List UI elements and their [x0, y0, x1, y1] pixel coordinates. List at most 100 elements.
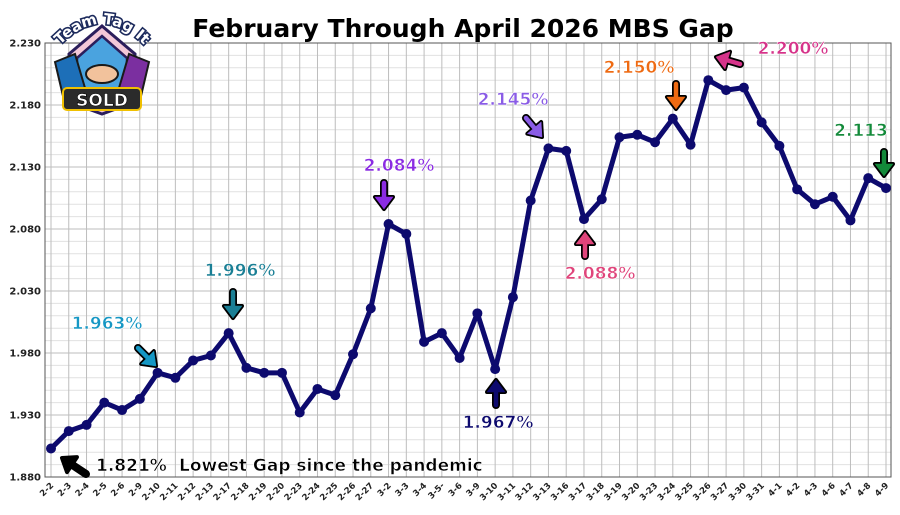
- x-tick-label: 3-6: [447, 481, 465, 499]
- data-point: [383, 219, 394, 230]
- data-point: [490, 364, 501, 375]
- series-line: [48, 77, 889, 451]
- annotation-arrow-2145: [522, 114, 544, 139]
- data-point: [81, 419, 92, 430]
- x-tick-label: 2-13: [194, 481, 216, 503]
- x-tick-label: 3-5-: [427, 481, 448, 502]
- annotation-label-1967: 1.967%: [463, 413, 534, 433]
- data-point: [881, 183, 891, 194]
- data-point: [721, 85, 732, 96]
- x-tick-label: 4-7: [838, 481, 856, 499]
- x-tick-label: 3-3: [394, 481, 412, 499]
- data-point: [188, 355, 199, 366]
- x-tick-label: 2-24: [300, 481, 322, 503]
- annotation-label-1963: 1.963%: [72, 314, 143, 334]
- y-tick-label: 2.180: [9, 101, 41, 112]
- x-tick-label: 3-20: [620, 481, 642, 503]
- data-point: [401, 228, 412, 239]
- y-tick-label: 2.230: [9, 39, 41, 50]
- data-point: [436, 328, 447, 339]
- annotation-label-2150: 2.150%: [604, 58, 675, 78]
- x-tick-label: 2-5: [91, 481, 109, 499]
- y-tick-label: 2.130: [9, 163, 41, 174]
- data-point: [46, 443, 56, 454]
- x-tick-label: 2-11: [158, 481, 180, 503]
- x-tick-label: 4-2: [784, 481, 802, 499]
- x-tick-label: 2-12: [176, 481, 198, 503]
- y-tick-label: 2.080: [9, 225, 41, 236]
- data-point: [792, 184, 803, 195]
- x-tick-label: 3-12: [514, 481, 536, 503]
- x-tick-label: 3-19: [603, 481, 625, 503]
- data-point: [134, 393, 145, 404]
- data-point: [667, 113, 678, 124]
- annotation-label-2113: 2.113: [834, 121, 888, 141]
- annotation-label-1996: 1.996%: [205, 261, 276, 281]
- data-point: [578, 214, 589, 225]
- data-point: [632, 129, 643, 140]
- x-tick-label: 4-3: [802, 481, 820, 499]
- annotation-arrow-1963: [134, 344, 158, 368]
- data-point: [845, 215, 856, 226]
- data-point: [827, 191, 838, 202]
- x-tick-label: 3-24: [656, 481, 678, 503]
- annotation-label-lowest-note: Lowest Gap since the pandemic: [179, 456, 483, 476]
- annotation-label-2200: 2.200%: [758, 39, 829, 59]
- annotation-arrow-1996: [222, 288, 244, 320]
- x-tick-label: 3-13: [531, 481, 553, 503]
- team-tag-it-logo: SOLD Team Tag It: [49, 8, 155, 116]
- data-point: [863, 173, 874, 184]
- annotation-arrow-2084: [373, 179, 395, 211]
- data-point: [685, 139, 696, 150]
- x-tick-label: 2-25: [318, 481, 340, 503]
- x-tick-label: 2-19: [247, 481, 269, 503]
- data-point: [117, 405, 128, 416]
- y-tick-label: 1.980: [9, 349, 41, 360]
- x-axis-ticks: 2-2 2-3 2-4 2-5 2-6 2-92-102-112-122-132-172-…: [38, 481, 891, 503]
- data-point: [348, 349, 359, 360]
- y-tick-label: 1.880: [9, 473, 41, 484]
- data-point: [756, 117, 767, 128]
- data-point: [525, 195, 536, 206]
- annotation-arrow-1967: [485, 378, 507, 409]
- x-tick-label: 3-30: [727, 481, 749, 503]
- annotation-arrow-2088: [574, 230, 596, 260]
- x-tick-label: 3-31: [745, 481, 767, 503]
- x-tick-label: 2-4: [74, 481, 92, 499]
- x-tick-label: 2-26: [336, 481, 358, 503]
- x-tick-label: 3-26: [691, 481, 713, 503]
- data-point: [312, 383, 323, 394]
- x-tick-label: 2-23: [283, 481, 305, 503]
- y-axis-ticks: 1.880 1.930 1.980 2.030 2.080 2.130 2.180 2.230: [9, 39, 41, 484]
- data-point: [419, 336, 430, 347]
- x-tick-label: 2-18: [229, 481, 251, 503]
- data-point: [703, 75, 714, 86]
- x-tick-label: 2-3: [56, 481, 74, 499]
- x-tick-label: 4-6: [820, 481, 838, 499]
- data-point: [650, 137, 661, 148]
- data-point: [596, 194, 607, 205]
- data-point: [241, 362, 252, 373]
- series-layer: [46, 75, 891, 454]
- data-point: [774, 140, 785, 151]
- annotation-arrow-lowest: [60, 455, 90, 478]
- x-tick-label: 3-27: [709, 481, 731, 503]
- x-tick-label: 4-9: [873, 481, 891, 499]
- data-point: [614, 132, 625, 143]
- data-point: [738, 82, 749, 93]
- x-tick-label: 2-27: [354, 481, 376, 503]
- x-tick-label: 3-2: [376, 481, 394, 499]
- data-point: [543, 143, 554, 154]
- annotations-layer: 1.821% Lowest Gap since the pandemic 1.963…: [60, 39, 895, 478]
- x-tick-label: 2-10: [141, 481, 163, 503]
- data-point: [454, 352, 465, 363]
- data-point: [170, 372, 181, 383]
- annotation-arrow-2150: [665, 80, 687, 111]
- x-tick-label: 2-6: [109, 481, 127, 499]
- x-tick-label: 2-20: [265, 481, 287, 503]
- annotation-label-2145: 2.145%: [478, 90, 549, 110]
- annotation-label-2084: 2.084%: [364, 156, 435, 176]
- data-point: [294, 407, 305, 418]
- data-point: [99, 397, 110, 408]
